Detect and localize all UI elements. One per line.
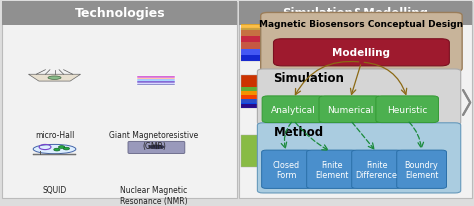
Text: SQUID: SQUID xyxy=(42,185,67,194)
Text: Boundry
Element: Boundry Element xyxy=(405,160,438,179)
Text: Technologies: Technologies xyxy=(74,7,165,20)
Text: Magnetic Biosensors Conceptual Design: Magnetic Biosensors Conceptual Design xyxy=(259,20,464,29)
FancyBboxPatch shape xyxy=(352,150,401,188)
Bar xyxy=(137,78,175,80)
Text: Heuristic: Heuristic xyxy=(387,105,428,114)
Circle shape xyxy=(58,146,64,149)
Text: Closed
Form: Closed Form xyxy=(273,160,300,179)
Bar xyxy=(241,43,267,49)
Bar xyxy=(33,154,76,156)
Ellipse shape xyxy=(33,145,76,154)
Polygon shape xyxy=(28,75,81,82)
Bar xyxy=(241,135,267,167)
Bar xyxy=(241,37,267,43)
FancyBboxPatch shape xyxy=(261,13,462,72)
Bar xyxy=(241,87,267,92)
Text: Analytical: Analytical xyxy=(271,105,316,114)
Ellipse shape xyxy=(48,77,61,80)
Text: Finite
Difference: Finite Difference xyxy=(356,160,398,179)
Bar xyxy=(137,81,175,82)
Bar xyxy=(241,95,267,100)
Bar xyxy=(241,25,267,31)
Bar xyxy=(241,29,267,62)
Text: Nuclear Magnetic
Resonance (NMR): Nuclear Magnetic Resonance (NMR) xyxy=(120,185,188,205)
Bar xyxy=(2,2,237,26)
Bar xyxy=(137,83,175,84)
FancyBboxPatch shape xyxy=(273,40,449,67)
Text: Numerical: Numerical xyxy=(327,105,374,114)
FancyBboxPatch shape xyxy=(307,150,356,188)
Text: Giant Magnetoresistive
(GMR): Giant Magnetoresistive (GMR) xyxy=(109,131,199,150)
FancyBboxPatch shape xyxy=(376,96,438,123)
FancyBboxPatch shape xyxy=(397,150,447,188)
Bar xyxy=(241,56,267,62)
Ellipse shape xyxy=(149,145,164,149)
Text: Method: Method xyxy=(273,125,324,138)
Text: Modelling: Modelling xyxy=(332,48,391,58)
Text: Simulation&Modelling: Simulation&Modelling xyxy=(283,7,428,20)
FancyBboxPatch shape xyxy=(239,3,472,198)
FancyBboxPatch shape xyxy=(319,96,382,123)
Bar xyxy=(239,2,472,26)
Text: Finite
Element: Finite Element xyxy=(315,160,348,179)
FancyBboxPatch shape xyxy=(257,123,461,193)
Text: Simulation: Simulation xyxy=(273,72,345,85)
Bar xyxy=(137,80,175,81)
Circle shape xyxy=(54,149,60,151)
Bar xyxy=(137,82,175,83)
FancyBboxPatch shape xyxy=(241,75,267,108)
FancyBboxPatch shape xyxy=(262,96,325,123)
Bar xyxy=(241,99,267,104)
Bar xyxy=(241,104,267,108)
FancyBboxPatch shape xyxy=(2,3,237,198)
FancyBboxPatch shape xyxy=(257,70,461,125)
FancyBboxPatch shape xyxy=(128,142,185,154)
Bar xyxy=(241,31,267,37)
Circle shape xyxy=(63,147,69,150)
Bar xyxy=(241,91,267,96)
Bar xyxy=(137,84,175,86)
Bar xyxy=(241,49,267,56)
Bar xyxy=(137,77,175,78)
FancyBboxPatch shape xyxy=(262,150,311,188)
Text: micro-Hall: micro-Hall xyxy=(35,131,74,140)
